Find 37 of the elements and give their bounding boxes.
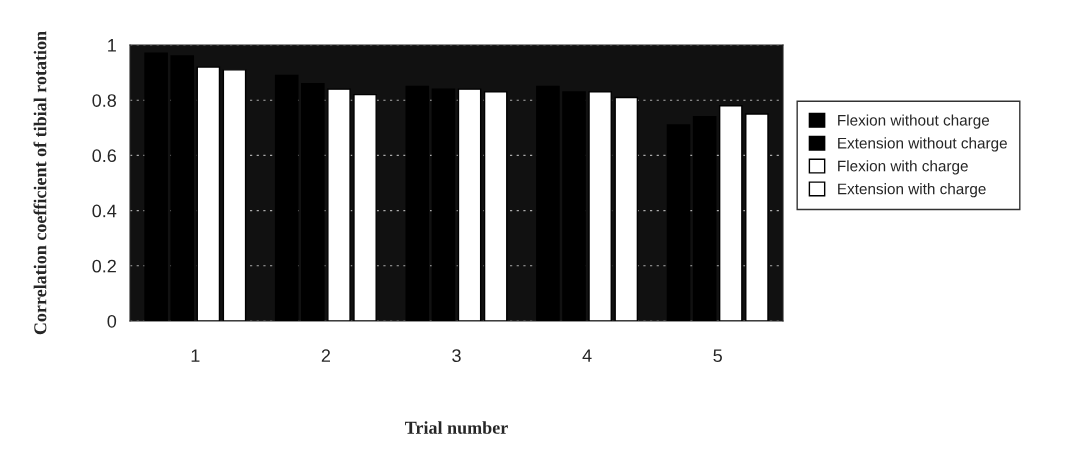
y-axis-title: Correlation coefficient of tibial rotation — [33, 31, 47, 335]
y-tick-label: 0.4 — [92, 204, 117, 218]
bar — [405, 85, 430, 321]
bar — [483, 91, 508, 321]
y-tick-label: 0.2 — [92, 259, 116, 273]
x-tick-label: 5 — [713, 349, 722, 363]
bar — [144, 52, 168, 321]
bar — [692, 116, 717, 321]
bar — [536, 85, 560, 321]
x-tick-label: 2 — [321, 349, 331, 362]
bar — [196, 66, 221, 321]
bar — [588, 91, 612, 321]
x-tick-label: 1 — [191, 349, 200, 362]
x-tick-label: 4 — [582, 349, 592, 362]
bar — [614, 96, 639, 321]
bar — [327, 88, 351, 321]
bar — [431, 88, 456, 321]
x-axis-title: Trial number — [405, 421, 508, 434]
bar — [745, 113, 769, 321]
x-tick-label: 3 — [452, 349, 461, 363]
legend-label: Flexion with charge — [838, 160, 968, 175]
y-tick-label: 0 — [107, 314, 117, 328]
legend-label: Flexion without charge — [838, 114, 990, 129]
bar — [222, 69, 247, 321]
bar — [170, 55, 195, 321]
bar — [718, 105, 743, 321]
y-tick-label: 1 — [108, 39, 116, 52]
bar — [274, 74, 299, 321]
legend-label: Extension without charge — [838, 137, 1007, 152]
bar — [301, 82, 325, 321]
bar — [562, 91, 586, 321]
bar — [353, 93, 377, 321]
y-tick-label: 0.6 — [92, 149, 117, 163]
y-tick-label: 0.8 — [92, 94, 117, 107]
legend-label: Extension with charge — [838, 183, 986, 198]
bar — [666, 124, 691, 321]
bar — [457, 88, 482, 321]
